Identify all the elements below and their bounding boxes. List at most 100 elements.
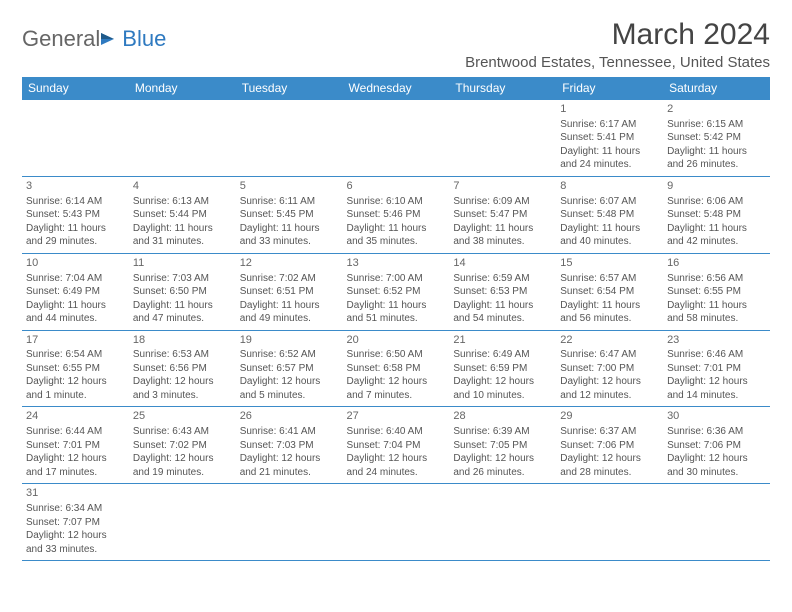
location-subtitle: Brentwood Estates, Tennessee, United Sta… bbox=[465, 54, 770, 71]
sunset-text: Sunset: 5:44 PM bbox=[133, 208, 232, 222]
calendar-week-row: 1Sunrise: 6:17 AMSunset: 5:41 PMDaylight… bbox=[22, 100, 770, 177]
daylight-text: and 26 minutes. bbox=[453, 466, 552, 480]
day-number: 15 bbox=[560, 256, 659, 271]
daylight-text: Daylight: 11 hours bbox=[667, 299, 766, 313]
day-number: 26 bbox=[240, 409, 339, 424]
day-number: 27 bbox=[347, 409, 446, 424]
calendar-day-cell: 10Sunrise: 7:04 AMSunset: 6:49 PMDayligh… bbox=[22, 253, 129, 330]
daylight-text: and 17 minutes. bbox=[26, 466, 125, 480]
daylight-text: and 33 minutes. bbox=[240, 235, 339, 249]
sunrise-text: Sunrise: 6:43 AM bbox=[133, 425, 232, 439]
day-number: 12 bbox=[240, 256, 339, 271]
calendar-day-cell: 31Sunrise: 6:34 AMSunset: 7:07 PMDayligh… bbox=[22, 484, 129, 561]
calendar-day-cell: 12Sunrise: 7:02 AMSunset: 6:51 PMDayligh… bbox=[236, 253, 343, 330]
daylight-text: Daylight: 11 hours bbox=[347, 299, 446, 313]
daylight-text: Daylight: 11 hours bbox=[453, 222, 552, 236]
calendar-day-cell: 19Sunrise: 6:52 AMSunset: 6:57 PMDayligh… bbox=[236, 330, 343, 407]
daylight-text: and 26 minutes. bbox=[667, 158, 766, 172]
sunset-text: Sunset: 5:43 PM bbox=[26, 208, 125, 222]
sunset-text: Sunset: 7:03 PM bbox=[240, 439, 339, 453]
sunrise-text: Sunrise: 6:07 AM bbox=[560, 195, 659, 209]
daylight-text: and 7 minutes. bbox=[347, 389, 446, 403]
sunset-text: Sunset: 7:01 PM bbox=[667, 362, 766, 376]
calendar-day-cell: 21Sunrise: 6:49 AMSunset: 6:59 PMDayligh… bbox=[449, 330, 556, 407]
calendar-day-cell: 3Sunrise: 6:14 AMSunset: 5:43 PMDaylight… bbox=[22, 176, 129, 253]
daylight-text: Daylight: 11 hours bbox=[26, 222, 125, 236]
daylight-text: and 19 minutes. bbox=[133, 466, 232, 480]
daylight-text: Daylight: 11 hours bbox=[26, 299, 125, 313]
calendar-day-cell: 25Sunrise: 6:43 AMSunset: 7:02 PMDayligh… bbox=[129, 407, 236, 484]
sunrise-text: Sunrise: 6:39 AM bbox=[453, 425, 552, 439]
daylight-text: and 58 minutes. bbox=[667, 312, 766, 326]
daylight-text: and 3 minutes. bbox=[133, 389, 232, 403]
sunrise-text: Sunrise: 6:49 AM bbox=[453, 348, 552, 362]
calendar-day-cell: 7Sunrise: 6:09 AMSunset: 5:47 PMDaylight… bbox=[449, 176, 556, 253]
daylight-text: and 35 minutes. bbox=[347, 235, 446, 249]
calendar-day-cell: 15Sunrise: 6:57 AMSunset: 6:54 PMDayligh… bbox=[556, 253, 663, 330]
day-header: Sunday bbox=[22, 77, 129, 100]
sunset-text: Sunset: 7:02 PM bbox=[133, 439, 232, 453]
day-header: Friday bbox=[556, 77, 663, 100]
calendar-day-cell: 14Sunrise: 6:59 AMSunset: 6:53 PMDayligh… bbox=[449, 253, 556, 330]
daylight-text: and 31 minutes. bbox=[133, 235, 232, 249]
calendar-day-cell: 17Sunrise: 6:54 AMSunset: 6:55 PMDayligh… bbox=[22, 330, 129, 407]
sunrise-text: Sunrise: 6:13 AM bbox=[133, 195, 232, 209]
day-number: 4 bbox=[133, 179, 232, 194]
sunset-text: Sunset: 5:46 PM bbox=[347, 208, 446, 222]
day-header-row: SundayMondayTuesdayWednesdayThursdayFrid… bbox=[22, 77, 770, 100]
day-number: 5 bbox=[240, 179, 339, 194]
sunset-text: Sunset: 6:56 PM bbox=[133, 362, 232, 376]
daylight-text: and 51 minutes. bbox=[347, 312, 446, 326]
daylight-text: Daylight: 12 hours bbox=[560, 375, 659, 389]
calendar-day-cell: 2Sunrise: 6:15 AMSunset: 5:42 PMDaylight… bbox=[663, 100, 770, 177]
calendar-empty-cell bbox=[449, 100, 556, 177]
calendar-day-cell: 4Sunrise: 6:13 AMSunset: 5:44 PMDaylight… bbox=[129, 176, 236, 253]
sunrise-text: Sunrise: 6:56 AM bbox=[667, 272, 766, 286]
sunset-text: Sunset: 7:06 PM bbox=[560, 439, 659, 453]
day-header: Thursday bbox=[449, 77, 556, 100]
day-number: 11 bbox=[133, 256, 232, 271]
sunset-text: Sunset: 6:50 PM bbox=[133, 285, 232, 299]
daylight-text: and 14 minutes. bbox=[667, 389, 766, 403]
sunrise-text: Sunrise: 7:04 AM bbox=[26, 272, 125, 286]
flag-icon bbox=[100, 31, 120, 49]
day-number: 24 bbox=[26, 409, 125, 424]
daylight-text: Daylight: 11 hours bbox=[560, 299, 659, 313]
daylight-text: and 5 minutes. bbox=[240, 389, 339, 403]
sunrise-text: Sunrise: 6:46 AM bbox=[667, 348, 766, 362]
sunset-text: Sunset: 6:59 PM bbox=[453, 362, 552, 376]
calendar-empty-cell bbox=[236, 100, 343, 177]
sunset-text: Sunset: 6:49 PM bbox=[26, 285, 125, 299]
daylight-text: and 24 minutes. bbox=[347, 466, 446, 480]
daylight-text: and 28 minutes. bbox=[560, 466, 659, 480]
daylight-text: Daylight: 12 hours bbox=[347, 452, 446, 466]
sunset-text: Sunset: 6:54 PM bbox=[560, 285, 659, 299]
calendar-week-row: 17Sunrise: 6:54 AMSunset: 6:55 PMDayligh… bbox=[22, 330, 770, 407]
calendar-day-cell: 11Sunrise: 7:03 AMSunset: 6:50 PMDayligh… bbox=[129, 253, 236, 330]
sunset-text: Sunset: 5:41 PM bbox=[560, 131, 659, 145]
day-header: Tuesday bbox=[236, 77, 343, 100]
calendar-day-cell: 29Sunrise: 6:37 AMSunset: 7:06 PMDayligh… bbox=[556, 407, 663, 484]
calendar-day-cell: 22Sunrise: 6:47 AMSunset: 7:00 PMDayligh… bbox=[556, 330, 663, 407]
daylight-text: and 30 minutes. bbox=[667, 466, 766, 480]
day-number: 22 bbox=[560, 333, 659, 348]
sunset-text: Sunset: 7:00 PM bbox=[560, 362, 659, 376]
calendar-day-cell: 18Sunrise: 6:53 AMSunset: 6:56 PMDayligh… bbox=[129, 330, 236, 407]
daylight-text: Daylight: 12 hours bbox=[26, 452, 125, 466]
daylight-text: Daylight: 12 hours bbox=[667, 452, 766, 466]
calendar-empty-cell bbox=[236, 484, 343, 561]
sunrise-text: Sunrise: 6:50 AM bbox=[347, 348, 446, 362]
daylight-text: Daylight: 11 hours bbox=[133, 222, 232, 236]
day-number: 29 bbox=[560, 409, 659, 424]
sunset-text: Sunset: 7:01 PM bbox=[26, 439, 125, 453]
daylight-text: Daylight: 11 hours bbox=[347, 222, 446, 236]
calendar-day-cell: 26Sunrise: 6:41 AMSunset: 7:03 PMDayligh… bbox=[236, 407, 343, 484]
sunset-text: Sunset: 7:07 PM bbox=[26, 516, 125, 530]
logo-text-1: General bbox=[22, 26, 100, 52]
calendar-empty-cell bbox=[663, 484, 770, 561]
page-title: March 2024 bbox=[465, 18, 770, 52]
calendar-week-row: 10Sunrise: 7:04 AMSunset: 6:49 PMDayligh… bbox=[22, 253, 770, 330]
day-number: 8 bbox=[560, 179, 659, 194]
sunset-text: Sunset: 6:57 PM bbox=[240, 362, 339, 376]
daylight-text: Daylight: 12 hours bbox=[453, 375, 552, 389]
